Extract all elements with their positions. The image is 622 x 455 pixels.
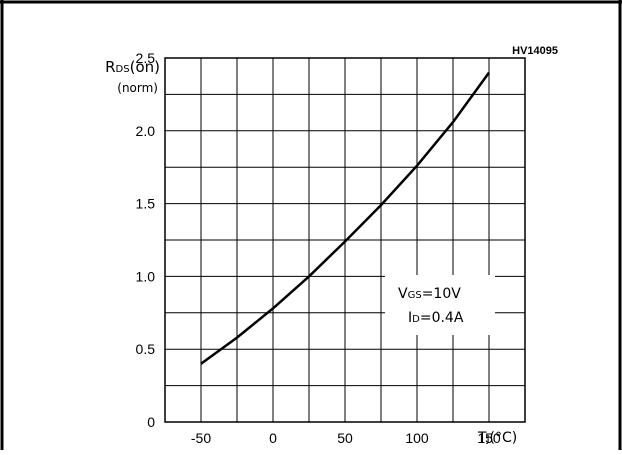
y-tick-label: 2.0 [136, 123, 156, 139]
x-tick-labels: -50 0 50 100 150 [191, 430, 501, 446]
x-label-main: T [477, 430, 487, 446]
y-label-sub: DS [116, 64, 130, 75]
condition-id: ID=0.4A [408, 310, 464, 326]
x-label-sub: J [486, 434, 490, 445]
rds-curve [200, 71, 491, 365]
x-tick-label: 50 [337, 430, 353, 446]
x-label-tail: (°C) [490, 430, 518, 446]
y-tick-labels: 0 0.5 1.0 1.5 2.0 2.5 [136, 50, 156, 430]
y-tick-label: 1.5 [136, 196, 156, 212]
figure-code: HV14095 [512, 45, 558, 57]
y-tick-label: 1.0 [136, 268, 156, 284]
conditions-background [385, 275, 495, 335]
cond-id-sub: D [412, 314, 420, 325]
x-axis-label: TJ(°C) [477, 430, 517, 446]
x-tick-label: 150 [477, 430, 501, 446]
y-axis-unit: (norm) [117, 81, 158, 95]
x-tick-label: 0 [269, 430, 277, 446]
condition-vgs: VGS=10V [398, 286, 461, 302]
cond-vgs-tail: =10V [422, 286, 462, 302]
x-tick-label: -50 [191, 430, 211, 446]
cond-vgs-main: V [398, 286, 408, 302]
y-label-tail: (on) [130, 58, 160, 76]
x-tick-label: 100 [405, 430, 429, 446]
cond-id-tail: =0.4A [420, 310, 464, 326]
cond-vgs-sub: GS [408, 290, 422, 301]
plot-border [164, 57, 526, 423]
cond-id-main: I [408, 310, 412, 326]
y-tick-label: 0.5 [136, 341, 156, 357]
y-axis-label: RDS(on) [105, 58, 160, 76]
y-label-main: R [105, 58, 115, 76]
y-tick-label: 2.5 [136, 50, 156, 66]
y-tick-label: 0 [147, 414, 155, 430]
